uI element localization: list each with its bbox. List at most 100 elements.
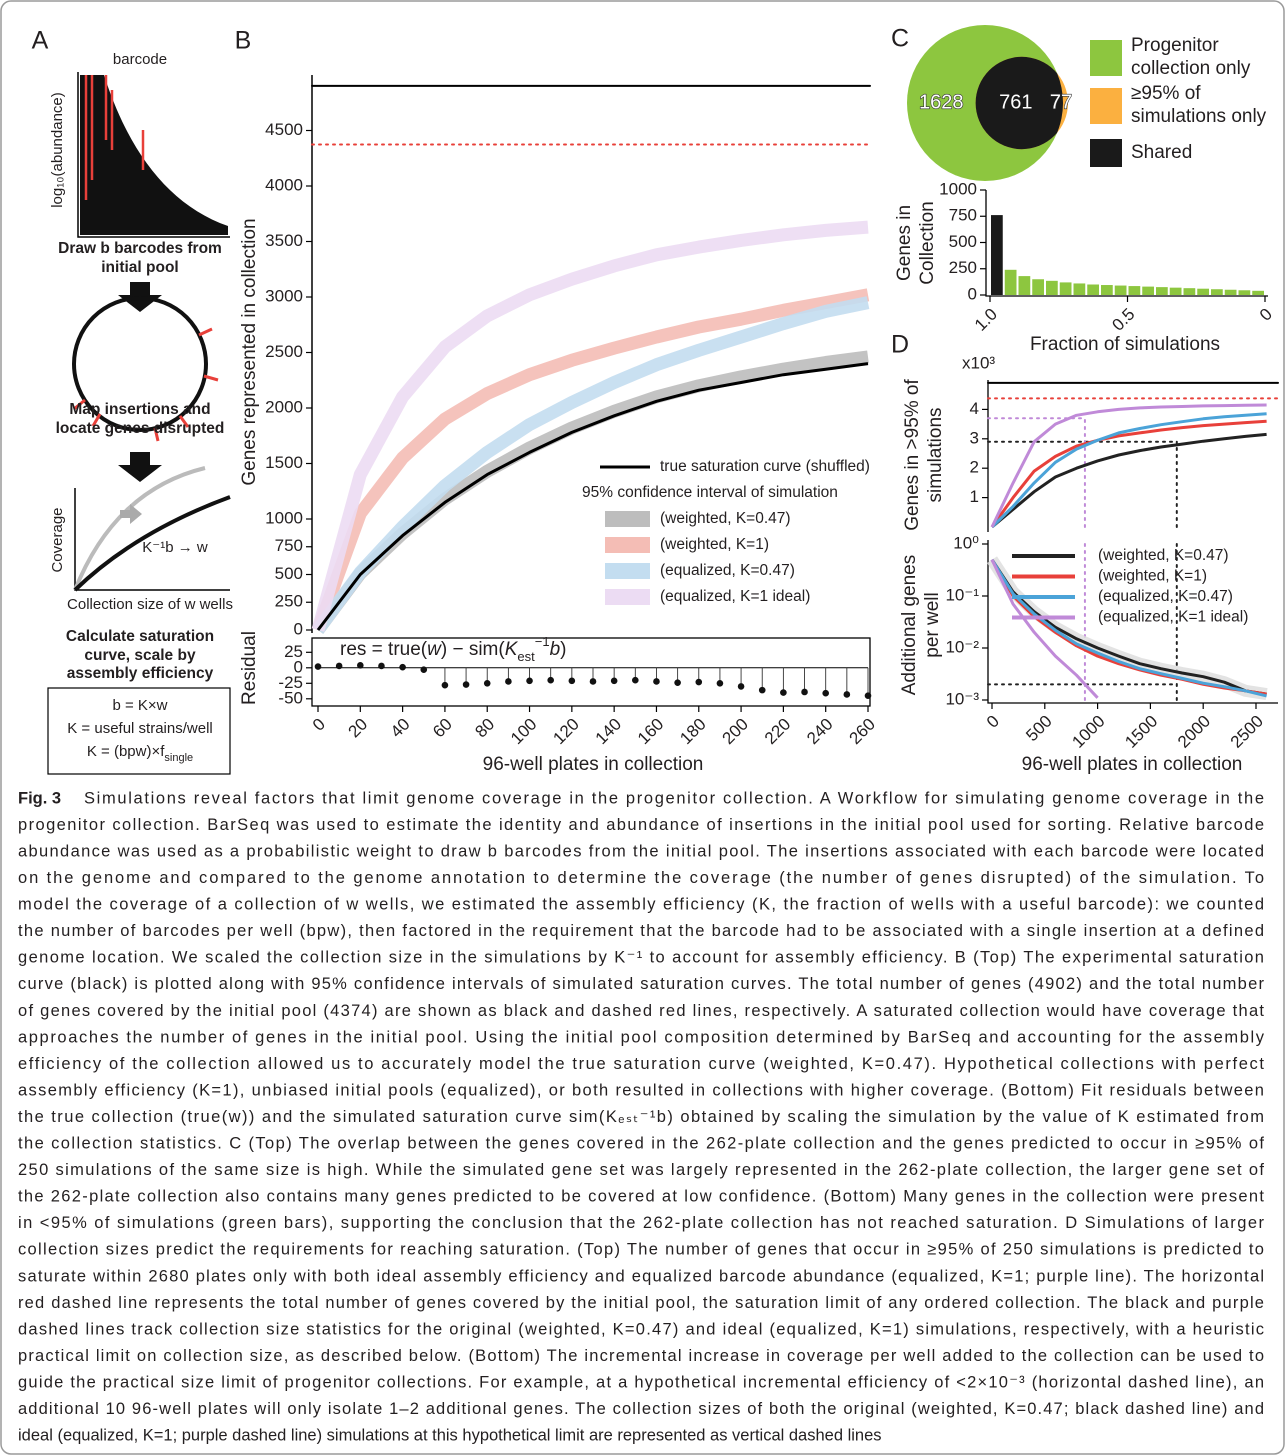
y-tick-label: 10⁰ [953, 533, 979, 552]
figure: Abarcode log₁₀(abundance) Draw b barcodes … [0, 0, 1285, 1455]
y-tick-label: 3000 [265, 286, 303, 305]
legend-swatch [605, 563, 650, 579]
caption-line: practical limit on collection size, as d… [18, 1347, 1264, 1365]
legend-label: (equalized, K=0.47) [660, 562, 795, 579]
residual-point [717, 680, 724, 687]
y-tick-label: 2500 [265, 342, 303, 361]
legend-label: (weighted, K=1) [1098, 568, 1207, 585]
legend-label: Progenitor collection only [1131, 33, 1283, 83]
residual-point [336, 663, 343, 670]
y-tick-label: -50 [278, 688, 303, 707]
step-text: Calculate saturation curve, scale by ass… [50, 621, 230, 691]
legend-label-box: Progenitor collection only [1131, 33, 1283, 83]
diagram-label: K⁻¹b → w [142, 539, 208, 556]
legend-label: (weighted, K=0.47) [1098, 547, 1229, 564]
residual-point [547, 677, 554, 684]
annotation-part: b [550, 639, 561, 660]
caption-line: the collection statistics. C (Top) The o… [18, 1135, 1264, 1153]
legend-label: (equalized, K=1 ideal) [660, 588, 810, 605]
equation-subscript: single [164, 752, 193, 764]
panel-label: A [32, 27, 49, 55]
y-tick-label: 4000 [265, 175, 303, 194]
annotation-part: est [517, 649, 535, 664]
residual-point [632, 677, 639, 684]
bar [1074, 283, 1086, 295]
step-text-box: Calculate saturation curve, scale by ass… [50, 621, 230, 691]
legend-title: 95% confidence interval of simulation [582, 484, 838, 501]
step-text-box: Draw b barcodes from initial pool [40, 235, 240, 283]
legend-label: (equalized, K=0.47) [1098, 588, 1233, 605]
y-tick-label: 750 [275, 536, 303, 555]
caption-line: progenitor collection. BarSeq was used t… [18, 816, 1264, 834]
caption-line: abundance was used as a probabilistic we… [18, 842, 1264, 860]
legend-swatch [605, 511, 650, 527]
bar [991, 215, 1003, 295]
legend-swatch [1090, 40, 1122, 76]
venn-count: 761 [999, 91, 1032, 113]
caption-line: additional 10 96-well plates will only i… [18, 1400, 1264, 1418]
residual-point [378, 663, 385, 670]
residual-point [569, 678, 576, 685]
bar [1060, 282, 1072, 295]
y-tick-label: 4500 [265, 120, 303, 139]
residual-point [611, 678, 618, 685]
annotation-part: res = true( [340, 639, 428, 660]
bar [1115, 286, 1127, 295]
step-text-box: Map insertions and locate genes disrupte… [50, 385, 230, 455]
diagram-label: barcode [113, 51, 167, 68]
residual-point [463, 681, 470, 688]
residual-point [844, 691, 851, 698]
venn-count: 77 [1050, 91, 1072, 113]
axis-label: log₁₀(abundance) [49, 92, 66, 208]
caption-line: the 262-plate collection also contains m… [18, 1188, 1264, 1206]
bar [1142, 287, 1154, 295]
legend-label-box: ≥95% of simulations only [1131, 81, 1283, 131]
legend-swatch [1090, 139, 1122, 167]
y-tick-label: 2 [970, 458, 979, 477]
bar [1239, 290, 1251, 295]
caption-line: red dashed line represents the total num… [18, 1294, 1264, 1312]
caption-line: ideal (equalized, K=1; purple dashed lin… [18, 1427, 882, 1445]
residual-point [484, 680, 491, 687]
residual-point [865, 692, 872, 699]
y-axis-label: Genes represented in collection [239, 218, 260, 485]
caption-label: Fig. 3 [18, 789, 61, 807]
bar [1156, 287, 1168, 295]
venn-count: 1628 [919, 91, 964, 113]
caption-line: Simulations reveal factors that limit ge… [84, 789, 1264, 807]
bar [1225, 290, 1237, 295]
residual-point [759, 687, 766, 694]
residual-point [315, 663, 322, 670]
axis-label: Collection size of w wells [67, 596, 233, 613]
legend-label: true saturation curve (shuffled) [660, 458, 870, 475]
caption-line: collection sizes predict the requirement… [18, 1241, 1264, 1259]
y-tick-label: 250 [949, 258, 977, 277]
bar [1129, 286, 1141, 295]
bar [1170, 288, 1182, 295]
residual-point [695, 679, 702, 686]
legend-swatch [605, 589, 650, 605]
residual-point [653, 678, 660, 685]
x-axis-label: 96-well plates in collection [483, 754, 704, 775]
y-tick-label: 500 [949, 232, 977, 251]
axis-multiplier: x10³ [962, 353, 995, 372]
bar [1101, 285, 1113, 295]
residual-point [738, 683, 745, 690]
y-tick-label: 1 [970, 487, 979, 506]
bar [1019, 276, 1031, 295]
bar [1032, 279, 1044, 295]
bar [1087, 285, 1099, 296]
bar [1005, 270, 1017, 295]
caption-line: of genes covered by the initial pool (43… [18, 1002, 1264, 1020]
legend-swatch [1090, 88, 1122, 124]
y-tick-label: 250 [275, 592, 303, 611]
y-axis-label-box: Genes in >95% of simulations [899, 368, 951, 543]
y-tick-label: 750 [949, 206, 977, 225]
y-tick-label: 3500 [265, 231, 303, 250]
bar [1252, 291, 1264, 295]
y-tick-label: 0 [968, 284, 977, 303]
y-tick-label: 1000 [265, 508, 303, 527]
caption-line: curve (black) is plotted along with 95% … [18, 975, 1265, 993]
caption-line: guide the practical size limit of progen… [18, 1373, 1264, 1391]
legend-label: (weighted, K=1) [660, 536, 769, 553]
